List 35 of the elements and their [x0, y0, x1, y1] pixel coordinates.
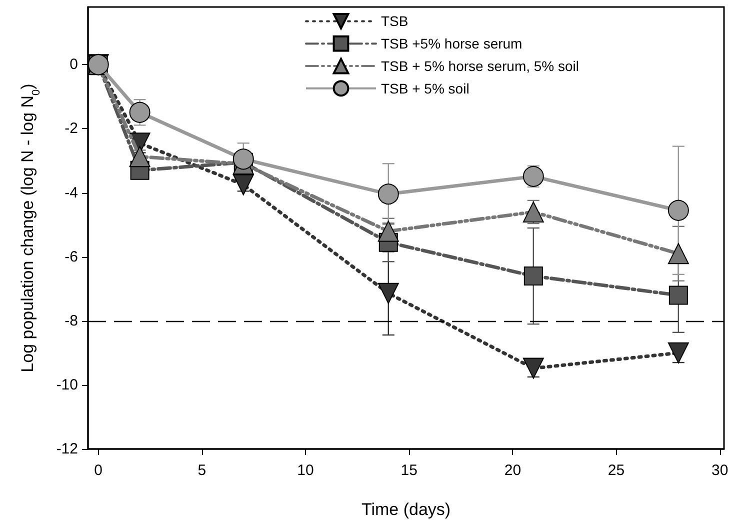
x-tick-label: 10 [297, 462, 314, 479]
legend-label: TSB +5% horse serum [381, 36, 522, 52]
point [668, 243, 689, 264]
x-tick-label: 0 [94, 462, 103, 479]
point [524, 266, 543, 286]
y-tick-label: -10 [56, 376, 78, 394]
x-tick-label: 25 [608, 462, 625, 479]
legend-label: TSB [381, 13, 408, 30]
point [232, 148, 254, 170]
point [668, 286, 688, 305]
y-tick-label: -6 [64, 248, 78, 266]
y-tick-label: -4 [64, 184, 78, 202]
point [129, 102, 150, 123]
point [668, 200, 689, 221]
legend-label: TSB + 5% horse serum, 5% soil [381, 58, 580, 74]
point [378, 282, 399, 304]
y-tick-label: -2 [64, 120, 78, 138]
point [522, 201, 544, 222]
x-tick-label: 5 [198, 462, 206, 479]
x-tick-label: 20 [504, 462, 522, 479]
point [522, 166, 544, 187]
point [668, 342, 689, 364]
y-axis-title: Log population change (log N - log N0) [18, 84, 42, 372]
point [378, 184, 399, 205]
point [522, 358, 544, 379]
y-tick-label: -8 [64, 312, 78, 330]
point [232, 174, 254, 196]
y-tick-label: -12 [56, 440, 78, 458]
x-axis-title: Time (days) [361, 500, 451, 519]
x-tick-label: 15 [400, 462, 418, 479]
legend-label: TSB + 5% soil [381, 80, 470, 96]
x-tick-label: 30 [712, 462, 728, 479]
point [378, 220, 399, 242]
point [129, 146, 150, 168]
y-tick-label: 0 [70, 56, 78, 74]
